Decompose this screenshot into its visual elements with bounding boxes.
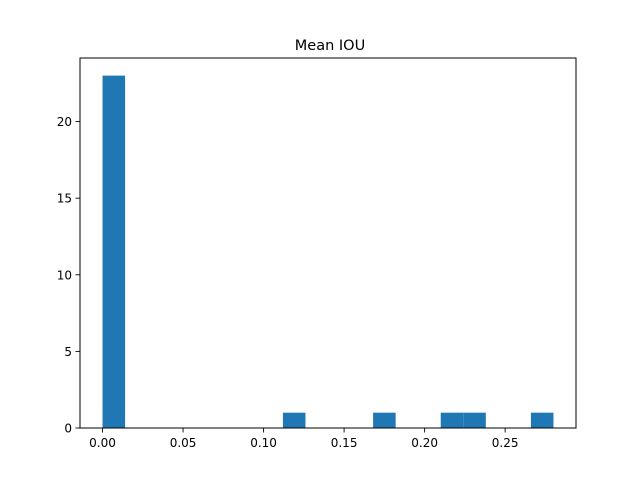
x-axis: 0.00 0.05 0.10 0.15 0.20 0.25 [89,428,519,450]
y-tick-label: 10 [57,268,72,282]
histogram-bar [463,412,486,428]
x-tick-label: 0.15 [331,436,358,450]
chart-title: Mean IOU [295,38,365,54]
bars-group [102,75,554,428]
x-tick-label: 0.20 [411,436,438,450]
y-tick-label: 20 [57,115,72,129]
x-tick-label: 0.10 [250,436,277,450]
y-tick-label: 5 [64,345,72,359]
histogram-bar [282,412,306,428]
x-tick-label: 0.05 [170,436,197,450]
x-tick-label: 0.25 [492,436,519,450]
histogram-bar [530,412,554,428]
y-axis: 0 5 10 15 20 [57,115,80,436]
histogram-bar [102,75,126,428]
histogram-bar [373,412,396,428]
x-tick-label: 0.00 [89,436,116,450]
y-tick-label: 15 [57,192,72,206]
histogram-bar [440,412,464,428]
plot-frame [79,57,577,429]
y-tick-label: 0 [64,422,72,436]
